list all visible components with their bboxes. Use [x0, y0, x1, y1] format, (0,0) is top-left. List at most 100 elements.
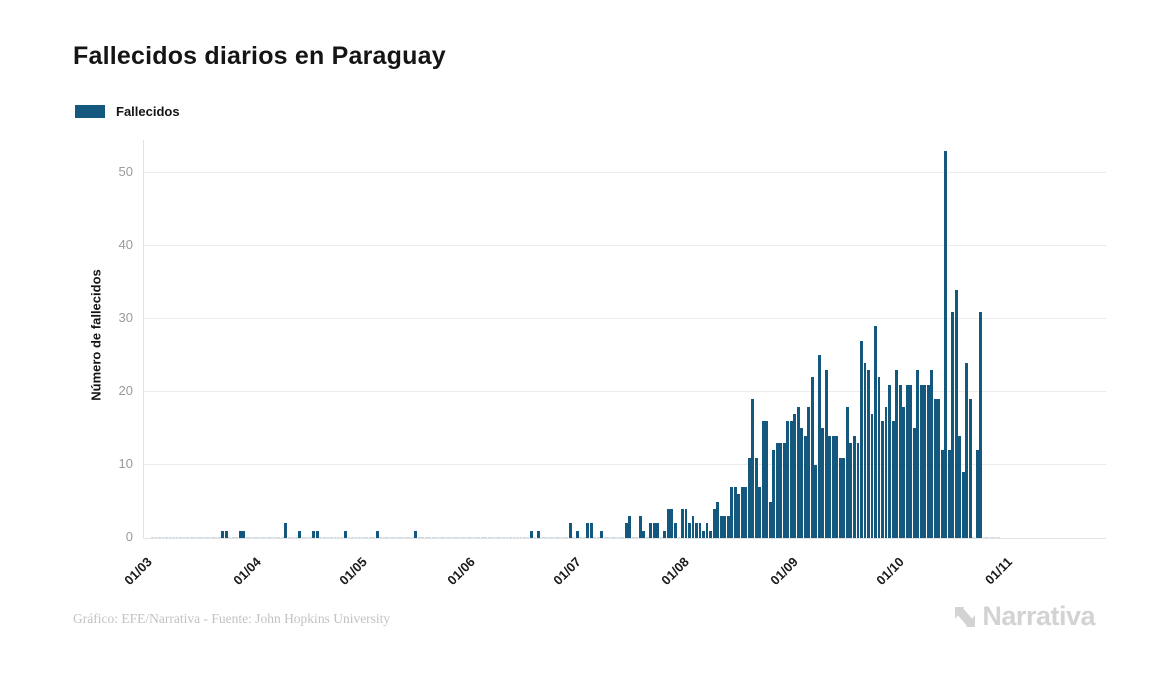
bar	[838, 457, 842, 538]
bar	[895, 370, 899, 538]
bar	[768, 501, 772, 538]
x-tick-label: 01/10	[872, 554, 907, 588]
bar	[193, 537, 197, 538]
bar	[466, 537, 470, 538]
bar	[758, 486, 762, 538]
bar	[421, 537, 425, 538]
bar	[621, 537, 625, 538]
bar	[537, 530, 540, 538]
bar	[519, 537, 523, 538]
bar	[396, 537, 400, 538]
bar	[789, 421, 793, 538]
bar	[765, 421, 769, 538]
bar	[870, 413, 874, 538]
bar	[203, 537, 207, 538]
bar	[294, 537, 298, 538]
bar	[442, 537, 446, 538]
bar	[540, 537, 544, 538]
y-axis-ticks: 0 10 20 30 40 50	[0, 140, 133, 544]
bar	[814, 464, 818, 538]
bar	[666, 508, 670, 538]
bar	[238, 530, 242, 538]
bar	[494, 537, 498, 538]
bar	[172, 537, 175, 538]
bar	[881, 421, 884, 538]
bar	[628, 516, 632, 538]
bar	[280, 537, 284, 538]
narrativa-logo-icon	[955, 606, 976, 627]
bar	[930, 370, 934, 538]
bar	[884, 406, 888, 538]
bar	[649, 523, 653, 538]
bar	[919, 384, 923, 538]
bar	[340, 537, 344, 538]
bar	[266, 537, 270, 538]
bar	[705, 523, 709, 538]
bar	[305, 537, 309, 538]
bar	[754, 457, 758, 538]
x-tick-label: 01/08	[658, 554, 693, 588]
bar	[733, 486, 737, 538]
bar	[565, 537, 569, 538]
bar	[863, 362, 867, 538]
x-tick-label: 01/06	[444, 554, 479, 588]
bar	[645, 537, 649, 538]
bar	[786, 421, 790, 538]
bar	[603, 537, 607, 538]
bar	[428, 537, 432, 538]
bar	[853, 435, 856, 538]
bar	[561, 537, 565, 538]
bar	[379, 537, 383, 538]
x-tick-label: 01/04	[230, 554, 265, 588]
bar	[947, 450, 951, 538]
bar	[224, 530, 228, 538]
bar	[775, 443, 779, 538]
bar	[810, 377, 814, 538]
bar	[716, 501, 720, 538]
bar	[182, 537, 186, 538]
bar	[410, 537, 414, 538]
bar	[477, 537, 481, 538]
bar	[702, 530, 705, 538]
bar	[965, 362, 969, 538]
bar	[158, 537, 161, 538]
y-tick-label: 40	[118, 236, 133, 252]
bar	[779, 443, 783, 538]
bar	[312, 530, 316, 538]
bar	[926, 384, 930, 538]
bar	[186, 537, 189, 538]
bar	[554, 537, 558, 538]
bar	[586, 523, 590, 538]
bar	[196, 537, 200, 538]
bar	[449, 537, 453, 538]
bar	[996, 537, 1000, 538]
bar	[484, 537, 488, 538]
bar	[912, 428, 916, 538]
bar	[817, 355, 821, 538]
bar	[796, 406, 800, 538]
bar	[642, 530, 646, 538]
bar	[189, 537, 193, 538]
bar	[835, 435, 839, 538]
bar	[505, 537, 509, 538]
bar	[624, 523, 628, 538]
bar	[386, 537, 390, 538]
bar	[940, 450, 944, 538]
bar	[207, 537, 211, 538]
bar	[403, 537, 407, 538]
chart-title: Fallecidos diarios en Paraguay	[73, 42, 446, 70]
bar	[526, 537, 530, 538]
plot-area	[143, 140, 1106, 539]
bar	[351, 537, 354, 538]
bar	[740, 486, 744, 538]
bar	[393, 537, 397, 538]
bar	[179, 537, 182, 538]
bar	[610, 537, 614, 538]
bar	[993, 537, 997, 538]
bar	[452, 537, 456, 538]
bar	[579, 537, 583, 538]
bar	[712, 508, 716, 538]
gridline	[144, 463, 1106, 465]
bar	[165, 537, 168, 538]
bar	[509, 537, 512, 538]
